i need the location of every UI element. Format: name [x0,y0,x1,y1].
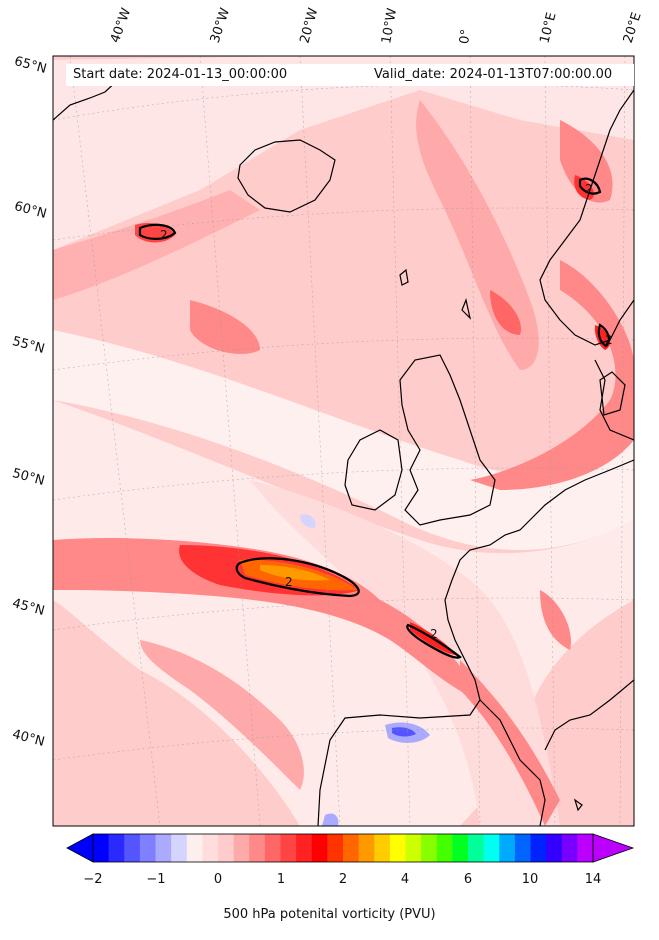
colorbar-tick: 2 [338,872,348,887]
colorbar-tick: −1 [146,872,166,887]
pv-field [53,56,634,826]
start-date-label: Start date: 2024-01-13_00:00:00 [73,67,288,82]
graticule [53,56,634,826]
colorbar-swatch [436,834,453,862]
colorbar-tick: 1 [276,872,286,887]
colorbar-swatch [358,834,375,862]
map-frame [52,55,635,827]
colorbar-swatch [389,834,406,862]
colorbar-swatch [561,834,578,862]
colorbar-swatch [514,834,531,862]
colorbar-tick: 14 [584,872,602,887]
contour-label: 2 [160,228,168,242]
colorbar-swatch [311,834,328,862]
colorbar-swatch [577,834,594,862]
valid-date-label: Valid_date: 2024-01-13T07:00:00.00 [374,67,613,82]
colorbar-swatch [93,834,110,862]
colorbar-swatch [499,834,516,862]
lon-label-0: 0° [457,28,475,45]
colorbar-swatch [421,834,438,862]
pv-contours [138,177,610,659]
contour-label: 2 [430,627,438,641]
colorbar-swatch [530,834,547,862]
colorbar-tick: 4 [400,872,410,887]
colorbar [66,833,635,863]
colorbar-swatch [124,834,141,862]
colorbar-swatch [452,834,469,862]
colorbar-tick: 0 [213,872,223,887]
info-bar [66,64,634,86]
colorbar-swatch [264,834,281,862]
colorbar-swatch [327,834,344,862]
colorbar-swatch [343,834,360,862]
colorbar-swatch [483,834,500,862]
colorbar-tick: −2 [83,872,103,887]
contour-label: 2 [585,182,593,196]
colorbar-swatch [249,834,266,862]
colorbar-swatch [546,834,563,862]
colorbar-swatch [139,834,156,862]
colorbar-swatch [280,834,297,862]
colorbar-swatch [202,834,219,862]
colorbar-swatch [296,834,313,862]
colorbar-swatch [186,834,203,862]
colorbar-swatch [405,834,422,862]
colorbar-swatch [468,834,485,862]
colorbar-extend-min [66,833,94,863]
colorbar-swatch [155,834,172,862]
colorbar-swatch [218,834,235,862]
contour-label: 2 [285,575,293,589]
colorbar-extend-max [592,833,635,863]
colorbar-label: 500 hPa potenital vorticity (PVU) [223,907,436,922]
colorbar-frame [92,833,594,863]
colorbar-swatch [171,834,188,862]
colorbar-tick: 6 [463,872,473,887]
colorbar-swatch [233,834,250,862]
colorbar-swatch [108,834,125,862]
colorbar-swatch [374,834,391,862]
colorbar-tick: 10 [521,872,539,887]
contour-label: 2 [605,333,613,347]
